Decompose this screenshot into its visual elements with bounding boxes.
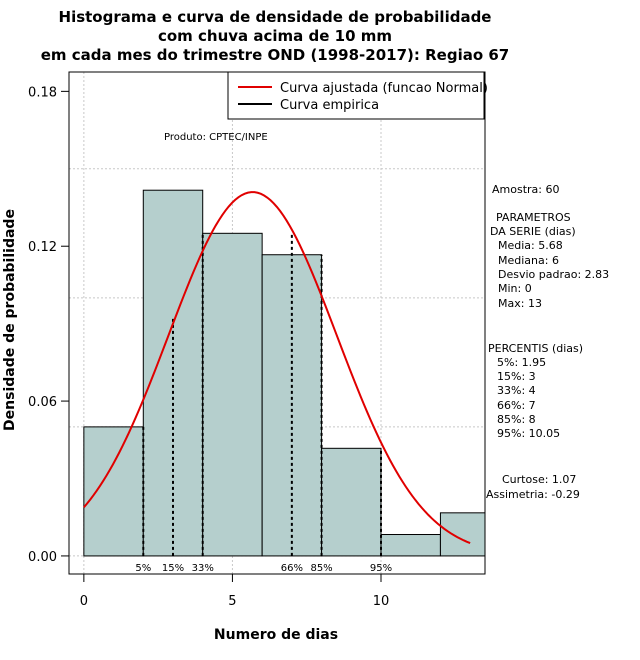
product-annotation: Produto: CPTEC/INPE	[164, 132, 268, 143]
y-tick-label: 0.18	[28, 85, 57, 100]
y-axis-label: Densidade de probabilidade	[2, 209, 18, 431]
stat-params-title-1: PARAMETROS	[496, 211, 571, 224]
chart-title-line-3: em cada mes do trimestre OND (1998-2017)…	[41, 46, 510, 64]
legend-label-normal: Curva ajustada (funcao Normal)	[280, 81, 488, 96]
histogram-bar	[202, 232, 263, 557]
chart-title-line-2: com chuva acima de 10 mm	[158, 27, 392, 45]
stat-percentis-title: PERCENTIS (dias)	[488, 342, 583, 355]
x-tick-label: 0	[80, 594, 88, 609]
histogram-bar	[439, 512, 486, 557]
histogram-bar	[83, 426, 144, 557]
stat-sample: Amostra: 60	[492, 183, 559, 196]
y-tick-label: 0.06	[28, 395, 57, 410]
x-tick-label: 5	[228, 594, 236, 609]
stats-panel: Amostra: 60 PARAMETROS DA SERIE (dias) M…	[486, 183, 609, 501]
percentile-label: 15%	[162, 563, 184, 574]
percentile-label: 5%	[135, 563, 151, 574]
histogram-bar	[321, 447, 382, 557]
histogram-bar	[380, 534, 441, 557]
stat-assimetria: Assimetria: -0.29	[486, 488, 580, 501]
legend-label-empirical: Curva empirica	[280, 98, 379, 113]
percentile-label: 85%	[310, 563, 332, 574]
stat-desvio: Desvio padrao: 2.83	[498, 268, 609, 281]
stat-params-title-2: DA SERIE (dias)	[490, 225, 576, 238]
x-tick-label: 10	[373, 594, 390, 609]
stat-media: Media: 5.68	[498, 239, 563, 252]
stat-mediana: Mediana: 6	[498, 254, 559, 267]
normal-curve	[83, 191, 471, 545]
stat-p85: 85%: 8	[497, 413, 536, 426]
stat-p5: 5%: 1.95	[497, 356, 546, 369]
stat-p15: 15%: 3	[497, 370, 536, 383]
percentile-lines: 5% 15% 33% 66% 85% 95%	[135, 233, 392, 574]
percentile-label: 95%	[370, 563, 392, 574]
y-tick-label: 0.12	[28, 240, 57, 255]
legend-box	[227, 71, 485, 120]
stat-min: Min: 0	[498, 282, 532, 295]
stat-curtose: Curtose: 1.07	[502, 473, 576, 486]
stat-p66: 66%: 7	[497, 399, 536, 412]
stat-max: Max: 13	[498, 297, 542, 310]
stat-p95: 95%: 10.05	[497, 427, 560, 440]
percentile-label: 66%	[281, 563, 303, 574]
x-axis: 0 5 10	[80, 573, 390, 609]
y-axis: 0.00 0.06 0.12 0.18	[28, 85, 70, 565]
x-axis-label: Numero de dias	[214, 627, 338, 643]
chart-title-line-1: Histograma e curva de densidade de proba…	[59, 8, 492, 26]
y-tick-label: 0.00	[28, 550, 57, 565]
legend: Curva ajustada (funcao Normal) Curva emp…	[227, 71, 488, 120]
percentile-label: 33%	[192, 563, 214, 574]
stat-p33: 33%: 4	[497, 384, 536, 397]
